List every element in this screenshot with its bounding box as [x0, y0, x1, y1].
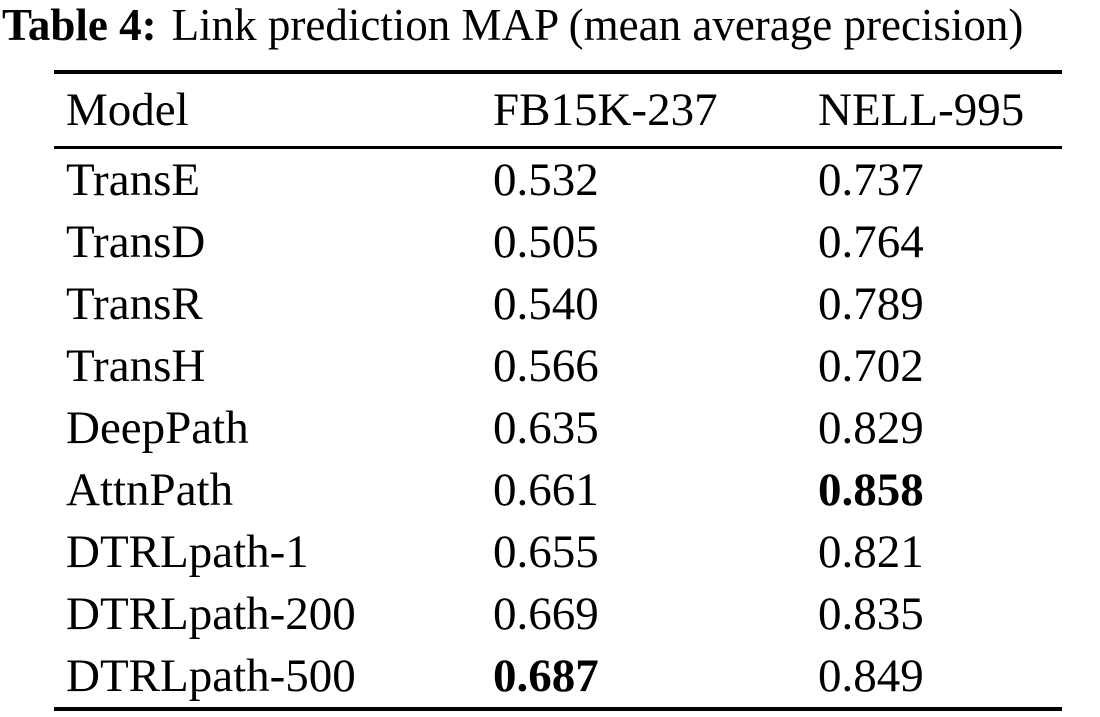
fb15k237-cell: 0.505: [493, 216, 599, 268]
caption-text: Link prediction MAP (mean average precis…: [171, 0, 1024, 50]
table-row: DTRLpath-1 0.655 0.821: [54, 521, 1062, 583]
nell995-cell: 0.821: [818, 526, 924, 578]
model-cell: AttnPath: [66, 464, 234, 516]
fb15k237-cell: 0.655: [493, 526, 599, 578]
nell995-cell: 0.737: [818, 154, 924, 206]
nell995-cell: 0.702: [818, 340, 924, 392]
caption-label: Table 4:: [2, 0, 157, 50]
model-cell: TransD: [66, 216, 206, 268]
model-cell: DeepPath: [66, 402, 249, 454]
table-row: AttnPath 0.661 0.858: [54, 459, 1062, 521]
fb15k237-cell: 0.669: [493, 588, 599, 640]
table-row: TransR 0.540 0.789: [54, 273, 1062, 335]
nell995-cell: 0.835: [818, 588, 924, 640]
model-cell: TransH: [66, 340, 206, 392]
model-cell: TransE: [66, 154, 201, 206]
model-cell: DTRLpath-500: [66, 650, 356, 702]
table-row: DTRLpath-500 0.687 0.849: [54, 645, 1062, 709]
model-cell: DTRLpath-1: [66, 526, 309, 578]
nell995-cell: 0.789: [818, 278, 924, 330]
table-row: TransD 0.505 0.764: [54, 211, 1062, 273]
nell995-cell: 0.764: [818, 216, 924, 268]
fb15k237-cell: 0.566: [493, 340, 599, 392]
table-row: DeepPath 0.635 0.829: [54, 397, 1062, 459]
nell995-cell: 0.858: [818, 464, 924, 516]
table-row: TransH 0.566 0.702: [54, 335, 1062, 397]
col-header-nell995: NELL-995: [806, 72, 1062, 149]
model-cell: DTRLpath-200: [66, 588, 356, 640]
link-prediction-map-table: Model FB15K-237 NELL-995 TransE 0.532 0.73…: [54, 70, 1062, 711]
fb15k237-cell: 0.532: [493, 154, 599, 206]
fb15k237-cell: 0.687: [493, 650, 599, 702]
fb15k237-cell: 0.540: [493, 278, 599, 330]
fb15k237-cell: 0.661: [493, 464, 599, 516]
nell995-cell: 0.829: [818, 402, 924, 454]
table-body: TransE 0.532 0.737 TransD 0.505 0.764 TransR 0.…: [54, 148, 1062, 710]
table-row: DTRLpath-200 0.669 0.835: [54, 583, 1062, 645]
header-row: Model FB15K-237 NELL-995: [54, 72, 1062, 149]
col-header-model: Model: [54, 72, 481, 149]
col-header-fb15k237: FB15K-237: [481, 72, 806, 149]
nell995-cell: 0.849: [818, 650, 924, 702]
fb15k237-cell: 0.635: [493, 402, 599, 454]
table-caption: Table 4: Link prediction MAP (mean averag…: [2, 0, 1023, 52]
table-row: TransE 0.532 0.737: [54, 148, 1062, 212]
table-header: Model FB15K-237 NELL-995: [54, 72, 1062, 149]
model-cell: TransR: [66, 278, 203, 330]
